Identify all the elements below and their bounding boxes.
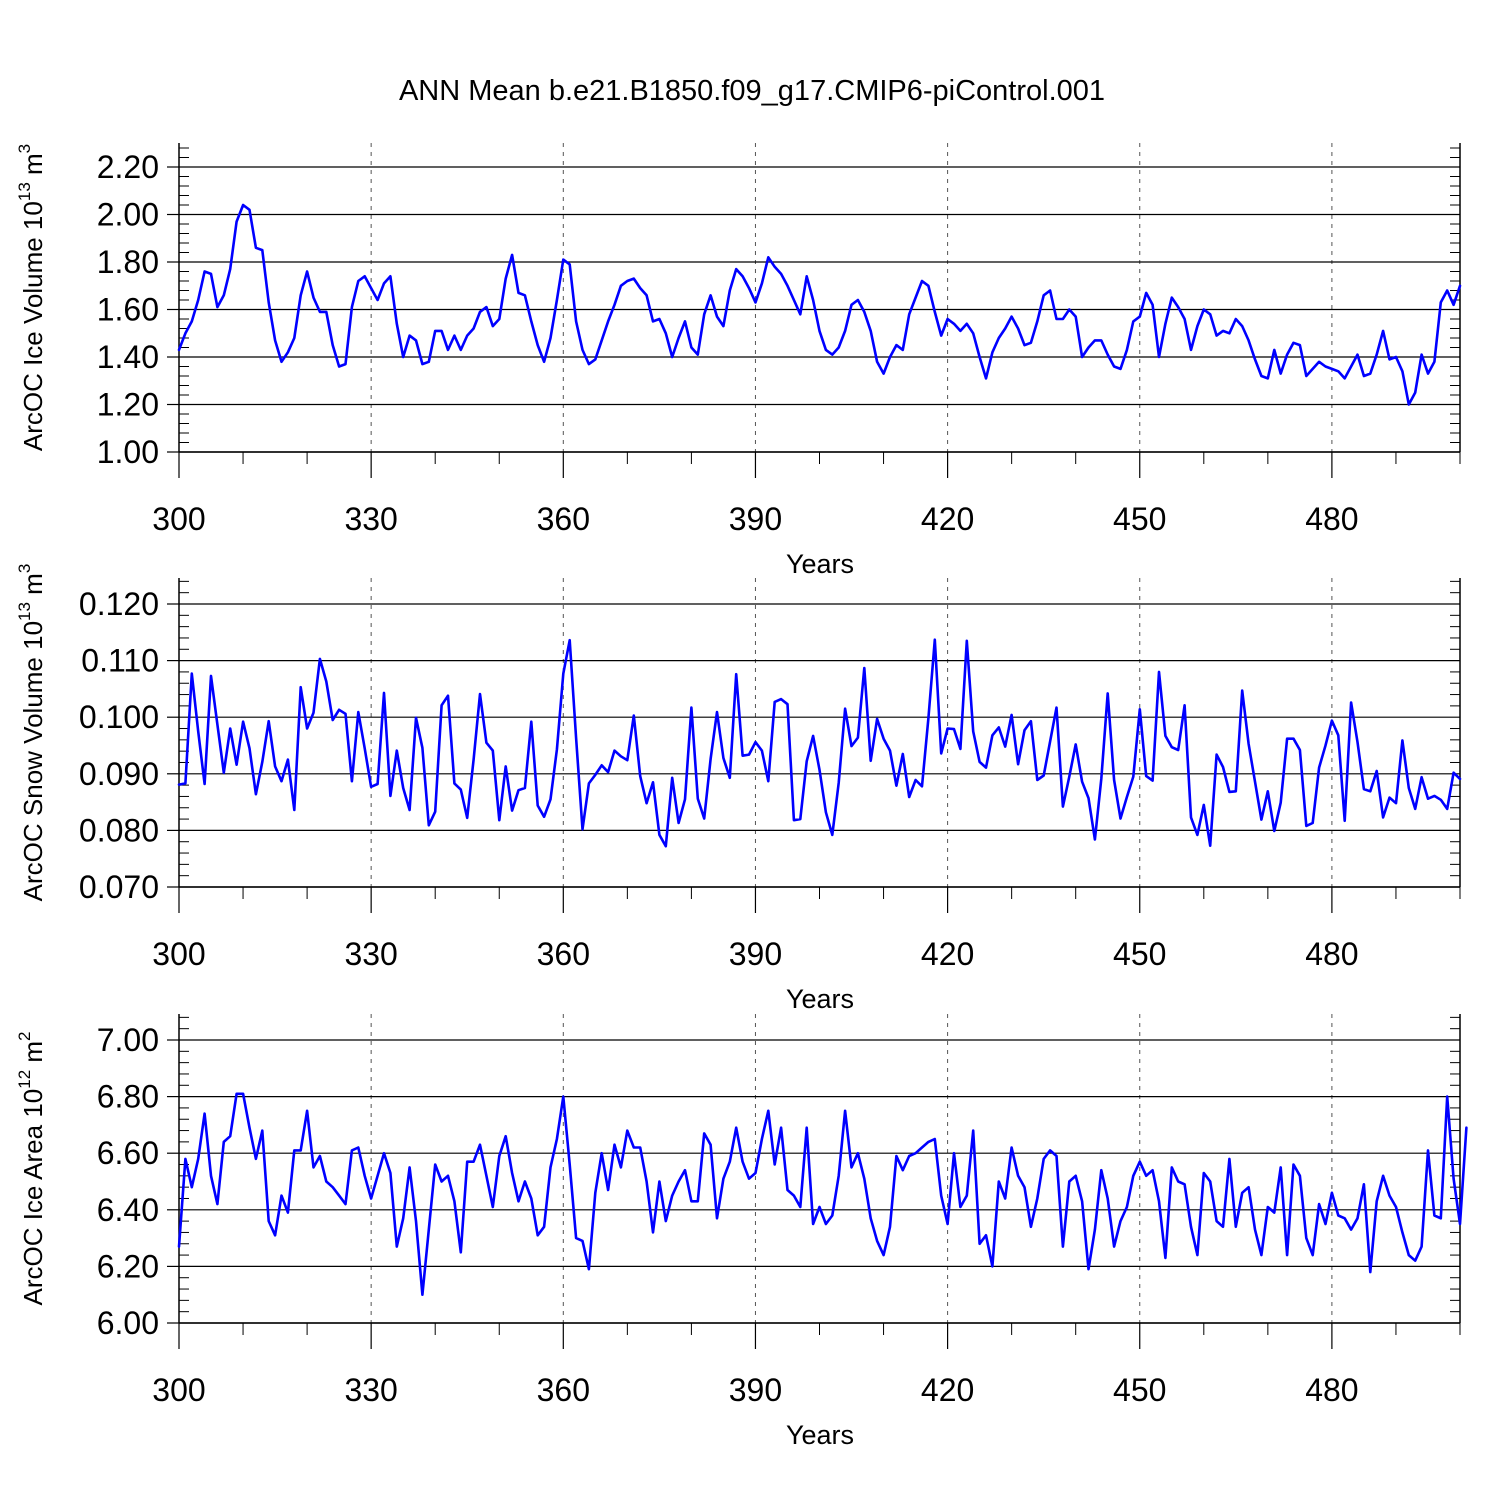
plots-group: 1.00 1.20 1.40 1.60 1.80 2.00 2.20 300 330 360 390… [15, 143, 1468, 1450]
y-axis-title-exponent: 12 [15, 1070, 34, 1089]
x-axis-title: Years [786, 549, 854, 579]
x-tick-label: 360 [537, 1372, 590, 1408]
series-line-ice-volume [177, 203, 1462, 406]
x-tick-label: 450 [1113, 501, 1166, 537]
y-tick-label: 0.120 [79, 586, 159, 622]
y-tick-label: 0.070 [79, 869, 159, 905]
y-axis-title-text: ArcOC Ice Area 10 [18, 1089, 48, 1306]
x-axis-title: Years [786, 984, 854, 1014]
panel-ice-volume: 1.00 1.20 1.40 1.60 1.80 2.00 2.20 300 330 360 390… [15, 143, 1462, 579]
y-tick-label: 6.40 [97, 1192, 159, 1228]
y-axis-title-unit-exponent: 2 [15, 1031, 34, 1040]
x-tick-label: 450 [1113, 936, 1166, 972]
x-tick-label: 480 [1305, 501, 1358, 537]
y-tick-label: 2.20 [97, 149, 159, 185]
y-axis-title-text: ArcOC Snow Volume 10 [18, 621, 48, 901]
y-tick-label: 1.00 [97, 434, 159, 470]
y-tick-label: 1.40 [97, 339, 159, 375]
y-tick-label: 1.60 [97, 292, 159, 328]
y-axis-title-unit: m [18, 153, 48, 182]
y-tick-label: 6.60 [97, 1135, 159, 1171]
x-tick-label: 420 [921, 1372, 974, 1408]
x-axis-title: Years [786, 1420, 854, 1450]
panel-snow-volume: 0.070 0.080 0.090 0.100 0.110 0.120 300 330 360 3… [15, 564, 1462, 1014]
y-axis-title: ArcOC Ice Volume 1013 m3 [15, 144, 48, 451]
x-tick-label: 330 [344, 1372, 397, 1408]
y-tick-label: 0.110 [81, 643, 159, 679]
y-axis-title-unit: m [18, 573, 48, 602]
x-tick-label: 480 [1305, 1372, 1358, 1408]
panel-ice-area: 6.00 6.20 6.40 6.60 6.80 7.00 300 330 360 390 420 4… [15, 1014, 1468, 1450]
series-line-snow-volume [177, 638, 1462, 848]
y-axis-title: ArcOC Ice Area 1012 m2 [15, 1031, 48, 1305]
y-tick-label: 6.80 [97, 1079, 159, 1115]
y-axis-title-exponent: 13 [15, 182, 34, 201]
y-axis-title: ArcOC Snow Volume 1013 m3 [15, 564, 48, 902]
y-axis-title-unit-exponent: 3 [15, 144, 34, 153]
x-tick-label: 480 [1305, 936, 1358, 972]
x-tick-label: 420 [921, 501, 974, 537]
y-tick-label: 7.00 [97, 1022, 159, 1058]
y-tick-label: 1.20 [97, 387, 159, 423]
series-line-ice-area [177, 1092, 1468, 1296]
x-tick-label: 390 [729, 501, 782, 537]
x-tick-label: 420 [921, 936, 974, 972]
y-axis-title-unit: m [18, 1041, 48, 1070]
y-axis-title-unit-exponent: 3 [15, 564, 34, 573]
y-tick-label: 1.80 [97, 244, 159, 280]
x-tick-label: 300 [152, 936, 205, 972]
x-tick-label: 300 [152, 501, 205, 537]
x-tick-label: 330 [344, 936, 397, 972]
x-tick-label: 390 [729, 1372, 782, 1408]
x-tick-label: 390 [729, 936, 782, 972]
x-tick-label: 330 [344, 501, 397, 537]
y-axis-title-text: ArcOC Ice Volume 10 [18, 201, 48, 451]
x-tick-label: 360 [537, 501, 590, 537]
x-tick-label: 360 [537, 936, 590, 972]
y-tick-label: 6.00 [97, 1305, 159, 1341]
y-axis-title-exponent: 13 [15, 602, 34, 621]
y-tick-label: 2.00 [97, 197, 159, 233]
y-tick-label: 0.100 [79, 699, 159, 735]
y-tick-label: 6.20 [97, 1248, 159, 1284]
chart-title: ANN Mean b.e21.B1850.f09_g17.CMIP6-piCon… [399, 75, 1105, 107]
y-tick-label: 0.080 [79, 812, 159, 848]
x-tick-label: 300 [152, 1372, 205, 1408]
x-tick-label: 450 [1113, 1372, 1166, 1408]
y-tick-label: 0.090 [79, 756, 159, 792]
